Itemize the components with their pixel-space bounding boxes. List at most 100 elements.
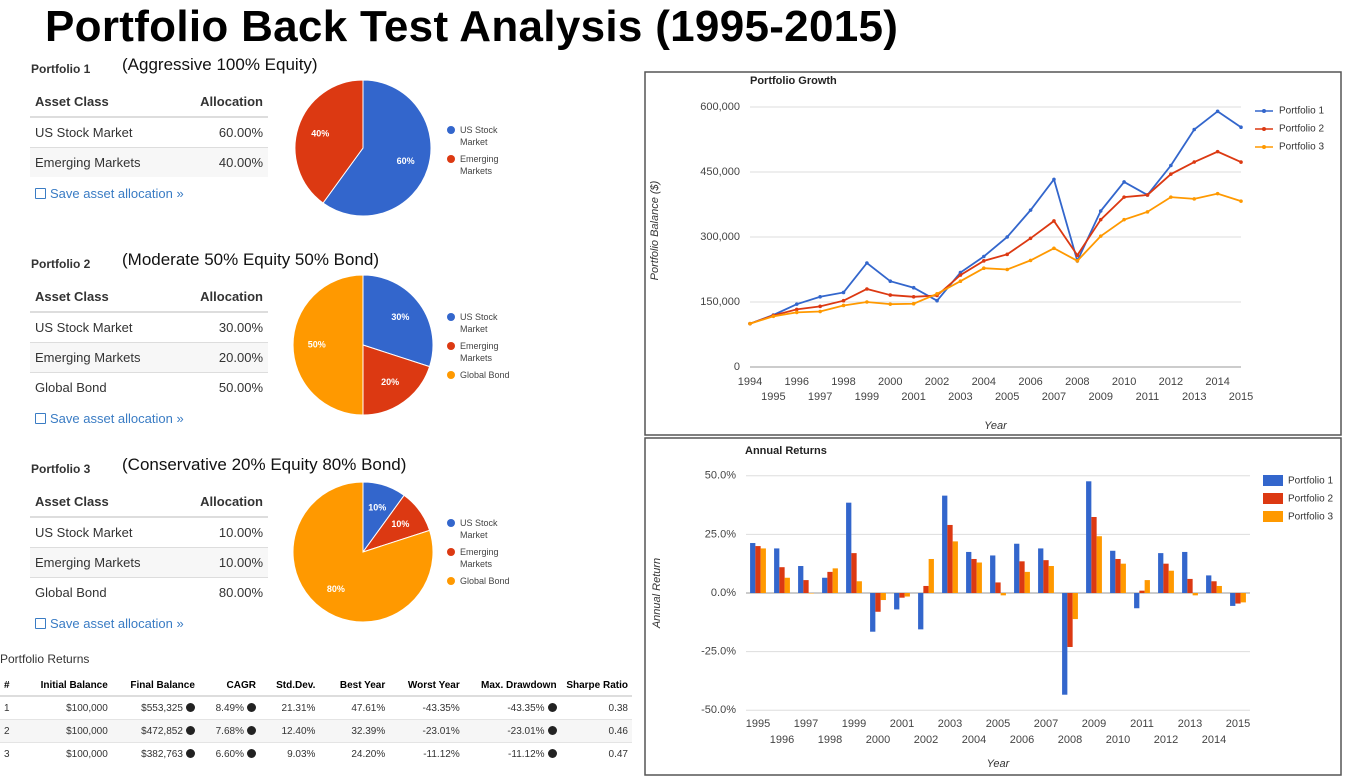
x-tick-label: 2007 — [1042, 391, 1066, 403]
bar — [1182, 551, 1188, 593]
bar — [827, 571, 833, 593]
bar — [750, 543, 756, 593]
info-icon[interactable] — [246, 748, 256, 758]
data-point — [1192, 127, 1197, 132]
cell: US Stock Market — [30, 116, 176, 148]
column-header: CAGR — [198, 675, 260, 697]
chart-title: Portfolio Growth — [750, 75, 837, 87]
info-icon[interactable] — [185, 748, 195, 758]
cell: 47.61% — [319, 695, 390, 720]
info-icon[interactable] — [547, 725, 557, 735]
info-icon[interactable] — [185, 702, 195, 712]
bar — [1067, 593, 1073, 647]
legend-label: Portfolio 1 — [1288, 476, 1333, 487]
info-icon[interactable] — [246, 725, 256, 735]
legend: US Stock Market Emerging Markets Global Bo… — [447, 517, 520, 592]
x-tick-label: 1995 — [761, 391, 785, 403]
bar — [1158, 553, 1164, 593]
cell: Emerging Markets — [30, 547, 176, 578]
bar — [1163, 563, 1169, 593]
save-link-text[interactable]: Save asset allocation » — [50, 411, 184, 426]
pie-slice — [294, 79, 364, 204]
header-row: Asset Class Allocation — [30, 87, 268, 118]
column-header: Initial Balance — [28, 675, 112, 697]
y-tick-label: 50.0% — [705, 470, 736, 482]
data-point — [1122, 180, 1126, 184]
info-icon[interactable] — [547, 702, 557, 712]
cell-text: 7.68% — [215, 725, 244, 737]
data-point — [1239, 125, 1243, 130]
x-axis-title: Year — [987, 758, 1011, 770]
bar — [1235, 593, 1241, 604]
bar — [784, 577, 790, 593]
bar — [976, 562, 982, 593]
x-tick-label: 2004 — [962, 734, 986, 746]
bar — [1000, 593, 1006, 596]
save-link-text[interactable]: Save asset allocation » — [50, 616, 184, 631]
y-tick-label: 0.0% — [711, 587, 736, 599]
allocation-row: Emerging Markets 10.00% — [30, 547, 268, 578]
data-point — [911, 295, 916, 299]
cell-text: 21.31% — [281, 702, 316, 714]
cell-text: -11.12% — [508, 748, 545, 760]
chart-frame — [644, 437, 1342, 776]
cell-text: $382,763 — [141, 748, 183, 760]
data-point — [1028, 208, 1033, 212]
returns-table: # Initial Balance Final Balance CAGR Std.Dev… — [0, 675, 632, 765]
cell: 6.60% — [198, 742, 260, 765]
x-tick-label: 1997 — [808, 391, 832, 403]
y-tick-label: -50.0% — [701, 704, 736, 716]
y-tick-label: 300,000 — [700, 231, 740, 243]
save-link[interactable]: Save asset allocation » — [35, 616, 184, 631]
cell-text: 8.49% — [215, 702, 244, 714]
data-point — [1005, 267, 1009, 272]
bar — [1168, 570, 1174, 593]
legend-item: Emerging Markets — [447, 546, 520, 570]
cell-text: 24.20% — [351, 748, 386, 760]
slice-label: 40% — [311, 129, 329, 139]
bar — [1048, 566, 1054, 593]
cell-text: $100,000 — [66, 748, 108, 760]
legend-marker — [1262, 145, 1266, 149]
save-link-text[interactable]: Save asset allocation » — [50, 186, 184, 201]
y-tick-label: 0 — [734, 361, 740, 373]
cell-text: 47.61% — [351, 702, 386, 714]
cell-text: 0.47 — [608, 748, 628, 760]
bar — [822, 577, 828, 593]
data-point — [865, 261, 869, 265]
bar — [947, 524, 953, 593]
data-point — [888, 279, 893, 284]
cell: $382,763 — [111, 742, 199, 765]
legend-label: Emerging Markets — [460, 547, 499, 569]
legend-label: Portfolio 2 — [1279, 124, 1324, 135]
data-point — [1239, 160, 1243, 164]
data-point — [841, 303, 846, 308]
slice-label: 10% — [368, 502, 386, 512]
cell: 60.00% — [175, 116, 268, 148]
bar — [1144, 580, 1150, 593]
data-point — [982, 259, 986, 263]
bar — [928, 558, 934, 593]
legend-swatch — [447, 126, 455, 134]
data-point — [1075, 253, 1080, 257]
data-point — [1005, 235, 1009, 239]
cell: 9.03% — [259, 742, 320, 765]
save-link[interactable]: Save asset allocation » — [35, 186, 184, 201]
x-tick-label: 2013 — [1178, 718, 1202, 730]
bar — [966, 551, 972, 593]
data-point — [1169, 172, 1173, 176]
bar — [1024, 571, 1030, 593]
info-icon[interactable] — [185, 725, 195, 735]
x-tick-label: 1998 — [831, 376, 855, 388]
cell: 12.40% — [259, 719, 320, 743]
cell-text: 32.39% — [351, 725, 386, 737]
bar — [918, 593, 924, 630]
info-icon[interactable] — [547, 748, 557, 758]
bar — [971, 558, 977, 593]
legend-swatch — [447, 155, 455, 163]
cell-text: 2 — [4, 725, 10, 737]
cell: 2 — [0, 719, 29, 743]
save-link[interactable]: Save asset allocation » — [35, 411, 184, 426]
info-icon[interactable] — [246, 702, 256, 712]
bar — [1216, 585, 1222, 593]
